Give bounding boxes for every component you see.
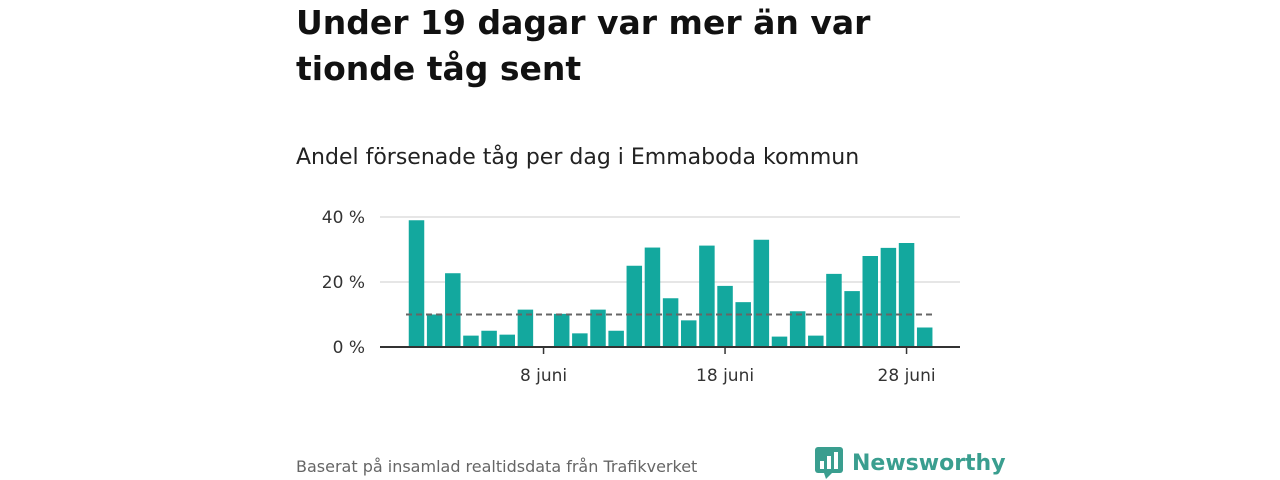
x-axis-ticks: 8 juni 18 juni 28 juni	[520, 347, 936, 386]
bar	[681, 320, 697, 347]
bar	[862, 256, 878, 347]
bar	[699, 245, 715, 347]
bar	[898, 243, 915, 347]
bar	[608, 330, 624, 347]
bar	[481, 330, 497, 347]
bar	[553, 313, 570, 347]
bar	[844, 291, 860, 347]
bar	[735, 302, 751, 347]
bars	[408, 220, 933, 347]
bar	[808, 335, 824, 347]
bar	[499, 334, 515, 347]
y-axis-ticks: 0 % 20 % 40 %	[322, 208, 365, 358]
bar	[445, 273, 461, 347]
bar	[771, 336, 788, 347]
brand-logo: Newsworthy	[814, 446, 1006, 480]
bar	[717, 285, 733, 347]
x-tick-label: 18 juni	[696, 366, 754, 386]
y-tick-label: 0 %	[333, 338, 365, 358]
bar	[662, 298, 679, 347]
chart-subtitle: Andel försenade tåg per dag i Emmaboda k…	[296, 145, 860, 170]
chart-title: Under 19 dagar var mer än var tionde tåg…	[296, 3, 871, 88]
bar	[789, 311, 806, 347]
bar	[644, 247, 661, 347]
bar	[463, 335, 479, 347]
source-note: Baserat på insamlad realtidsdata från Tr…	[296, 457, 698, 476]
bar	[626, 265, 643, 347]
bar	[826, 273, 842, 347]
bar	[916, 327, 933, 347]
y-tick-label: 20 %	[322, 273, 365, 293]
bar	[517, 309, 534, 347]
bar	[572, 333, 588, 347]
bar	[753, 239, 770, 347]
bar	[880, 247, 897, 347]
x-tick-label: 8 juni	[520, 366, 567, 386]
bar	[590, 309, 606, 347]
y-tick-label: 40 %	[322, 208, 365, 228]
x-tick-label: 28 juni	[878, 366, 936, 386]
bar	[426, 314, 443, 347]
bar	[408, 220, 425, 347]
newsworthy-logo-icon	[815, 447, 843, 479]
brand-name: Newsworthy	[852, 450, 1006, 476]
